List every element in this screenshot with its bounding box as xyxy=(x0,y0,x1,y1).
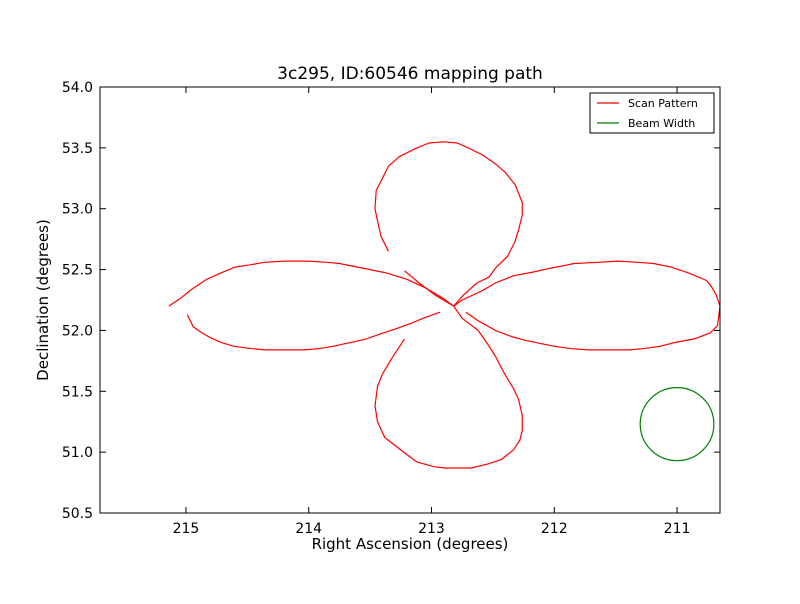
plot-frame xyxy=(99,86,721,514)
scan-pattern-line-segment xyxy=(374,141,523,307)
chart-title: 3c295, ID:60546 mapping path xyxy=(277,64,543,84)
y-tick-label: 52.5 xyxy=(62,263,93,279)
scan-pattern-line-segment xyxy=(168,260,454,307)
y-tick-label: 52.0 xyxy=(62,323,93,339)
x-tick-label: 212 xyxy=(541,521,568,537)
x-axis-label: Right Ascension (degrees) xyxy=(312,535,509,553)
x-tick-label: 213 xyxy=(418,521,445,537)
plot-area xyxy=(99,86,721,514)
scan-pattern-line-segment xyxy=(186,311,441,351)
legend-box xyxy=(589,92,715,134)
scan-pattern-line-segment xyxy=(453,260,720,351)
x-axis: 215 214 213 212 211 xyxy=(173,87,691,537)
y-tick-label: 51.5 xyxy=(62,384,93,400)
y-tick-label: 53.0 xyxy=(62,202,93,218)
x-tick-label: 214 xyxy=(295,521,322,537)
series-layer xyxy=(168,141,720,469)
y-tick-label: 53.5 xyxy=(62,141,93,157)
legend-label-scan-pattern: Scan Pattern xyxy=(628,97,698,110)
beam-width-circle xyxy=(639,387,715,462)
x-tick-label: 215 xyxy=(173,521,200,537)
legend-label-beam-width: Beam Width xyxy=(628,117,695,130)
y-axis: 50.5 51.0 51.5 52.0 52.5 53.0 53.5 54.0 xyxy=(62,80,720,522)
y-axis-label: Declination (degrees) xyxy=(34,219,52,381)
y-tick-label: 50.5 xyxy=(62,506,93,522)
x-tick-label: 211 xyxy=(664,521,691,537)
plot-background xyxy=(100,87,720,513)
scan-pattern-line-segment xyxy=(374,270,523,469)
y-tick-label: 51.0 xyxy=(62,445,93,461)
y-tick-label: 54.0 xyxy=(62,80,93,96)
legend: Scan Pattern Beam Width xyxy=(589,92,715,134)
